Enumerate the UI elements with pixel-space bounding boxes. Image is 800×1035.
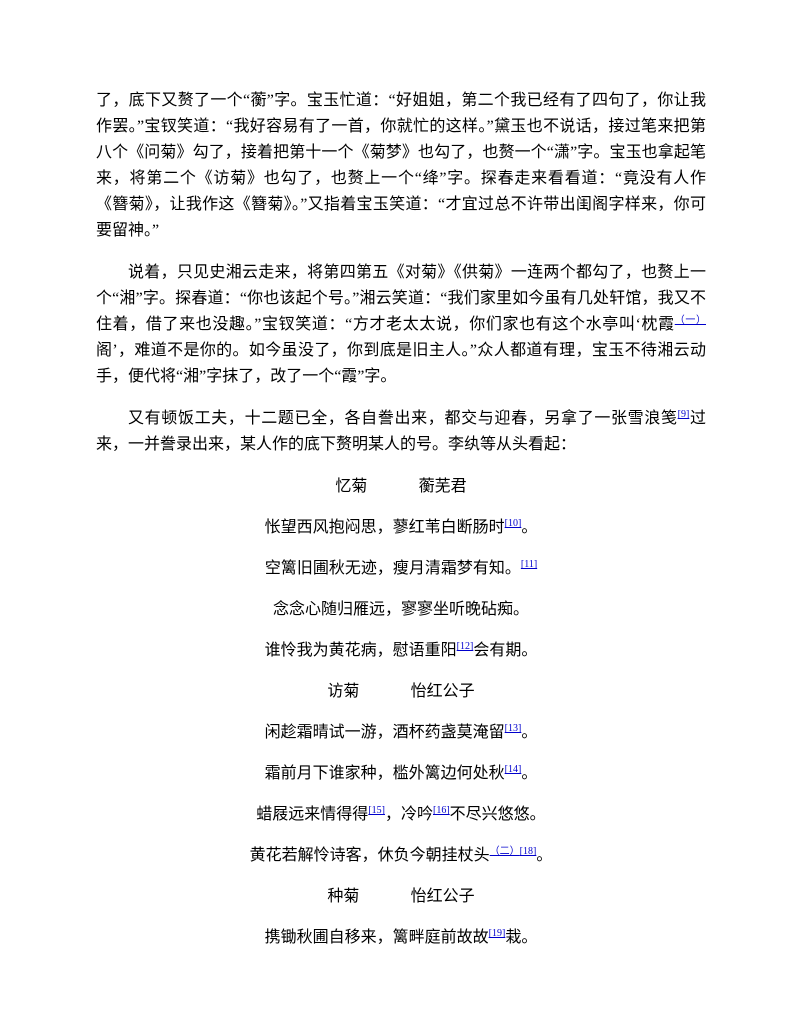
poem-heading: 访菊 怡红公子 [96, 679, 706, 705]
footnote-ref: [11] [521, 559, 537, 570]
poem-author: 怡红公子 [410, 683, 475, 700]
footnote-link[interactable]: [19] [488, 928, 506, 939]
text-run: 蜡屐远来情得得 [256, 806, 369, 823]
footnote-link[interactable]: [14] [504, 764, 522, 775]
poem-title: 访菊 [327, 683, 360, 700]
poem-line: 携锄秋圃自移来，篱畔庭前故故[19]栽。 [96, 925, 706, 951]
footnote-link[interactable]: （一） [674, 315, 706, 326]
poem-author: 怡红公子 [410, 888, 475, 905]
text-run: 栽。 [505, 929, 538, 946]
footnote-ref: [10] [505, 518, 522, 529]
poem-line: 蜡屐远来情得得[15]，冷吟[16]不尽兴悠悠。 [96, 802, 706, 828]
footnote-ref: （一） [675, 315, 706, 326]
text-run: 。 [521, 765, 538, 782]
text-run: 了，底下又赘了一个“蘅”字。宝玉忙道：“好姐姐，第二个我已经有了四句了，你让我作… [96, 92, 706, 239]
text-run: 。 [536, 847, 553, 864]
text-run: 闲趁霜晴试一游，酒杯药盏莫淹留 [264, 724, 505, 741]
text-run: 念念心随归雁远，寥寥坐听晚砧痴。 [272, 601, 529, 618]
poem-title: 忆菊 [335, 478, 368, 495]
footnote-ref: [18] [520, 846, 537, 857]
footnote-link[interactable]: [12] [456, 641, 474, 652]
poem-author: 蘅芜君 [418, 478, 467, 495]
footnote-ref: [16] [433, 805, 450, 816]
poem-line: 谁怜我为黄花病，慰语重阳[12]会有期。 [96, 638, 706, 664]
footnote-ref: （二） [490, 846, 520, 857]
poem-line: 空篱旧圃秋无迹，瘦月清霜梦有知。[11] [96, 556, 706, 582]
poem-heading: 忆菊 蘅芜君 [96, 474, 706, 500]
footnote-link[interactable]: [18] [519, 846, 537, 857]
footnote-ref: [19] [489, 928, 506, 939]
footnote-link[interactable]: （二） [489, 846, 520, 857]
footnote-link[interactable]: [9] [677, 409, 690, 420]
paragraph: 了，底下又赘了一个“蘅”字。宝玉忙道：“好姐姐，第二个我已经有了四句了，你让我作… [96, 88, 706, 244]
text-run: 霜前月下谁家种，槛外篱边何处秋 [264, 765, 505, 782]
poem-heading: 种菊 怡红公子 [96, 884, 706, 910]
poem-line: 黄花若解怜诗客，休负今朝挂杖头（二）[18]。 [96, 843, 706, 869]
footnote-link[interactable]: [13] [504, 723, 522, 734]
document: 了，底下又赘了一个“蘅”字。宝玉忙道：“好姐姐，第二个我已经有了四句了，你让我作… [96, 88, 706, 966]
text-run: 怅望西风抱闷思，蓼红苇白断肠时 [264, 519, 505, 536]
footnote-ref: [15] [368, 805, 385, 816]
paragraph: 说着，只见史湘云走来，将第四第五《对菊》《供菊》一连两个都勾了，也赘上一个“湘”… [96, 260, 706, 390]
text-run: 携锄秋圃自移来，篱畔庭前故故 [264, 929, 489, 946]
text-run: 黄花若解怜诗客，休负今朝挂杖头 [249, 847, 490, 864]
text-run: 空篱旧圃秋无迹，瘦月清霜梦有知。 [264, 560, 521, 577]
text-run: 阁’，难道不是你的。如今虽没了，你到底是旧主人。”众人都道有理，宝玉不待湘云动手… [96, 342, 706, 385]
text-run: 又有顿饭工夫，十二题已全，各自誊出来，都交与迎春，另拿了一张雪浪笺 [128, 410, 678, 427]
footnote-link[interactable]: [16] [433, 805, 450, 816]
text-run: 。 [521, 519, 538, 536]
poem-line: 霜前月下谁家种，槛外篱边何处秋[14]。 [96, 761, 706, 787]
text-run: 过来，一并誊录出来，某人作的底下赘明某人的号。李纨等从头看起： [96, 410, 706, 453]
text-run: 谁怜我为黄花病，慰语重阳 [264, 642, 457, 659]
footnote-ref: [14] [505, 764, 522, 775]
text-run: ，冷吟 [384, 806, 433, 823]
poem-line: 怅望西风抱闷思，蓼红苇白断肠时[10]。 [96, 515, 706, 541]
footnote-link[interactable]: [10] [504, 518, 522, 529]
paragraph: 又有顿饭工夫，十二题已全，各自誊出来，都交与迎春，另拿了一张雪浪笺[9]过来，一… [96, 406, 706, 458]
footnote-link[interactable]: [11] [520, 559, 538, 570]
text-run: 说着，只见史湘云走来，将第四第五《对菊》《供菊》一连两个都勾了，也赘上一个“湘”… [96, 264, 706, 333]
text-run: 会有期。 [473, 642, 538, 659]
poem-line: 念念心随归雁远，寥寥坐听晚砧痴。 [96, 597, 706, 623]
poem-title: 种菊 [327, 888, 360, 905]
footnote-link[interactable]: [15] [368, 805, 385, 816]
footnote-ref: [13] [505, 723, 522, 734]
text-run: 。 [521, 724, 538, 741]
text-run: 不尽兴悠悠。 [449, 806, 546, 823]
footnote-ref: [12] [457, 641, 474, 652]
footnote-ref: [9] [678, 409, 690, 420]
poem-line: 闲趁霜晴试一游，酒杯药盏莫淹留[13]。 [96, 720, 706, 746]
